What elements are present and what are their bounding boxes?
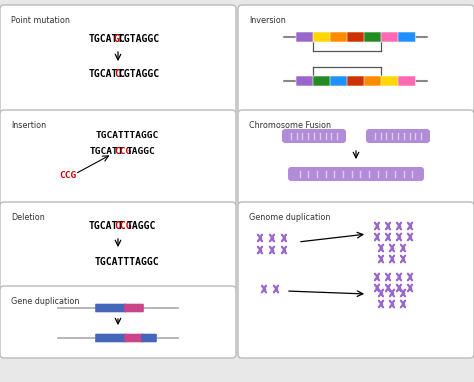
Text: Gene duplication: Gene duplication	[11, 297, 79, 306]
Text: TAGGC: TAGGC	[127, 221, 156, 231]
FancyBboxPatch shape	[282, 129, 346, 143]
Text: Insertion: Insertion	[11, 121, 46, 130]
Text: TGCATT: TGCATT	[89, 221, 124, 231]
FancyBboxPatch shape	[124, 304, 144, 312]
FancyBboxPatch shape	[0, 202, 236, 290]
Text: TGCATT: TGCATT	[89, 34, 124, 44]
FancyBboxPatch shape	[288, 167, 424, 181]
Text: TGCATTTAGGC: TGCATTTAGGC	[95, 257, 160, 267]
FancyBboxPatch shape	[398, 76, 416, 86]
FancyBboxPatch shape	[313, 32, 330, 42]
Text: CCG: CCG	[114, 147, 131, 157]
Text: CCG: CCG	[59, 172, 76, 181]
Text: Point mutation: Point mutation	[11, 16, 70, 25]
FancyBboxPatch shape	[238, 5, 474, 114]
Text: CCG: CCG	[114, 221, 131, 231]
Text: G: G	[114, 34, 119, 44]
Text: Genome duplication: Genome duplication	[249, 213, 330, 222]
Text: CGTAGGC: CGTAGGC	[118, 34, 159, 44]
Text: TGCATTTAGGC: TGCATTTAGGC	[96, 131, 159, 141]
FancyBboxPatch shape	[364, 76, 382, 86]
Text: C: C	[114, 69, 119, 79]
FancyBboxPatch shape	[296, 76, 313, 86]
FancyBboxPatch shape	[381, 76, 399, 86]
FancyBboxPatch shape	[398, 32, 416, 42]
FancyBboxPatch shape	[381, 32, 399, 42]
FancyBboxPatch shape	[296, 32, 313, 42]
FancyBboxPatch shape	[366, 129, 430, 143]
FancyBboxPatch shape	[238, 202, 474, 358]
FancyBboxPatch shape	[0, 110, 236, 206]
Text: Chromosome Fusion: Chromosome Fusion	[249, 121, 331, 130]
FancyBboxPatch shape	[95, 334, 127, 342]
Text: Deletion: Deletion	[11, 213, 45, 222]
FancyBboxPatch shape	[141, 334, 157, 342]
FancyBboxPatch shape	[330, 76, 347, 86]
FancyBboxPatch shape	[124, 334, 144, 342]
FancyBboxPatch shape	[313, 76, 330, 86]
Text: TGCATT: TGCATT	[90, 147, 124, 157]
Text: TGCATT: TGCATT	[89, 69, 124, 79]
FancyBboxPatch shape	[347, 76, 365, 86]
Text: CGTAGGC: CGTAGGC	[118, 69, 159, 79]
FancyBboxPatch shape	[347, 32, 365, 42]
FancyBboxPatch shape	[238, 110, 474, 206]
FancyBboxPatch shape	[364, 32, 382, 42]
Text: Inversion: Inversion	[249, 16, 286, 25]
FancyBboxPatch shape	[0, 286, 236, 358]
Text: TAGGC: TAGGC	[126, 147, 155, 157]
FancyBboxPatch shape	[330, 32, 347, 42]
FancyBboxPatch shape	[0, 5, 236, 114]
FancyBboxPatch shape	[95, 304, 127, 312]
